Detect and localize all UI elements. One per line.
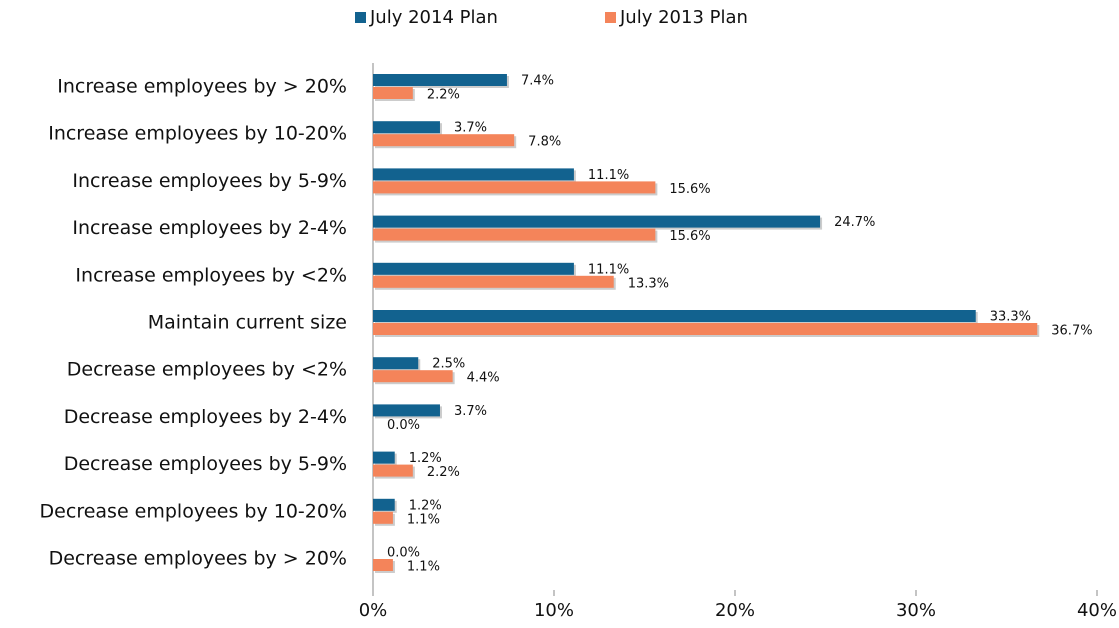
x-tick-label: 0% [359, 600, 388, 621]
category-label: Increase employees by > 20% [57, 76, 347, 98]
bar [373, 451, 395, 464]
value-label: 1.2% [409, 451, 442, 466]
value-label: 1.1% [407, 512, 440, 527]
bar [373, 323, 1038, 335]
category-label: Decrease employees by <2% [67, 359, 347, 381]
category-label: Decrease employees by > 20% [49, 548, 347, 570]
bar [373, 74, 507, 86]
category-label: Maintain current size [148, 312, 347, 334]
legend-swatch [605, 12, 616, 23]
value-label: 36.7% [1051, 324, 1092, 339]
value-label: 2.2% [427, 88, 460, 103]
category-label: Increase employees by 5-9% [72, 170, 347, 192]
bar [373, 215, 821, 228]
legend-swatch [355, 12, 366, 23]
value-label: 1.2% [409, 498, 442, 513]
bar [373, 87, 413, 99]
legend-label: July 2014 Plan [369, 7, 498, 28]
category-label: Increase employees by <2% [75, 264, 347, 286]
bar [373, 134, 515, 147]
value-label: 0.0% [387, 546, 420, 561]
category-label: Decrease employees by 10-20% [40, 500, 347, 522]
x-tick-label: 40% [1077, 600, 1117, 621]
value-label: 0.0% [387, 418, 420, 433]
bar [373, 404, 440, 417]
value-label: 4.4% [467, 371, 500, 386]
bar [373, 559, 393, 571]
bar [373, 168, 574, 181]
value-label: 3.7% [454, 404, 487, 419]
bar [373, 121, 440, 134]
bar [373, 511, 393, 524]
value-label: 2.2% [427, 465, 460, 480]
bar [373, 275, 614, 288]
bar [373, 498, 395, 511]
value-label: 33.3% [990, 310, 1031, 325]
value-label: 11.1% [588, 262, 629, 277]
value-label: 15.6% [669, 229, 710, 244]
value-label: 3.7% [454, 121, 487, 136]
bar [373, 228, 656, 241]
value-label: 13.3% [628, 276, 669, 291]
x-tick-label: 10% [534, 600, 574, 621]
value-label: 11.1% [588, 168, 629, 183]
value-label: 7.4% [521, 74, 554, 89]
bar [373, 370, 453, 383]
category-label: Increase employees by 10-20% [48, 123, 347, 145]
value-label: 2.5% [432, 357, 465, 372]
category-label: Decrease employees by 5-9% [64, 453, 347, 475]
bar [373, 357, 419, 370]
value-label: 24.7% [834, 215, 875, 230]
bar [373, 181, 656, 194]
value-label: 1.1% [407, 560, 440, 575]
bar [373, 262, 574, 275]
bar [373, 310, 976, 322]
x-tick-label: 20% [715, 600, 755, 621]
x-tick-label: 30% [896, 600, 936, 621]
bar [373, 464, 413, 477]
category-label: Increase employees by 2-4% [72, 217, 347, 239]
legend-label: July 2013 Plan [619, 7, 748, 28]
value-label: 7.8% [528, 135, 561, 150]
category-label: Decrease employees by 2-4% [64, 406, 347, 428]
value-label: 15.6% [669, 182, 710, 197]
